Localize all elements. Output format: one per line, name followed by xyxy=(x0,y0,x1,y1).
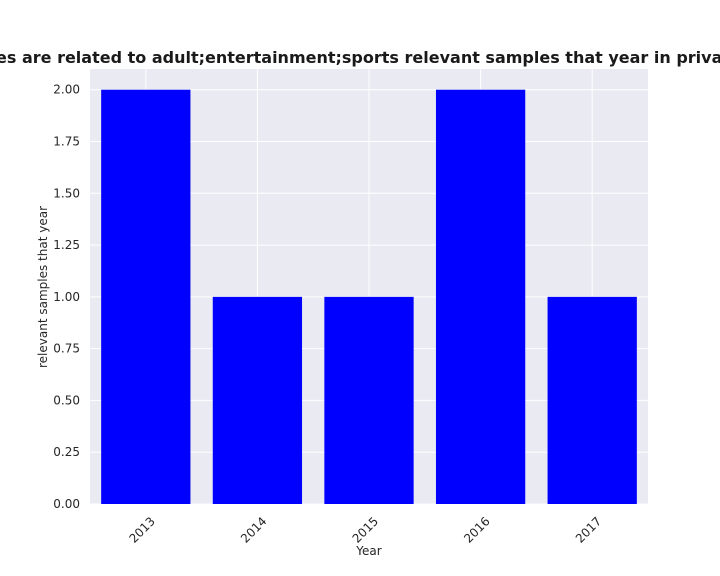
bars xyxy=(101,89,637,504)
y-tick-label: 1.75 xyxy=(53,135,80,149)
y-tick-label: 1.00 xyxy=(53,290,80,304)
x-tick-label: 2014 xyxy=(238,514,269,545)
y-tick-label: 0.25 xyxy=(53,445,80,459)
y-tick-labels: 0.00 0.25 0.50 0.75 1.00 1.25 1.50 1.75 2.00 xyxy=(53,83,80,511)
x-tick-label: 2015 xyxy=(350,514,381,545)
y-tick-label: 2.00 xyxy=(53,83,80,97)
y-tick-label: 1.50 xyxy=(53,186,80,200)
bar-2013 xyxy=(101,89,191,504)
bar-2015 xyxy=(324,296,414,504)
x-axis-label: Year xyxy=(355,544,381,558)
x-tick-label: 2017 xyxy=(573,514,604,545)
y-tick-label: 0.50 xyxy=(53,393,80,407)
x-tick-labels: 2013 2014 2015 2016 2017 xyxy=(126,514,604,545)
y-tick-label: 0.00 xyxy=(53,497,80,511)
y-axis-label: relevant samples that year xyxy=(36,206,50,368)
bar-2014 xyxy=(212,296,303,504)
x-tick-label: 2016 xyxy=(461,514,492,545)
bar-2016 xyxy=(435,89,526,504)
chart-title: ategories are related to adult;entertain… xyxy=(0,48,720,67)
x-tick-label: 2013 xyxy=(126,514,157,545)
y-tick-label: 1.25 xyxy=(53,238,80,252)
y-tick-label: 0.75 xyxy=(53,342,80,356)
bar-2017 xyxy=(547,296,637,504)
